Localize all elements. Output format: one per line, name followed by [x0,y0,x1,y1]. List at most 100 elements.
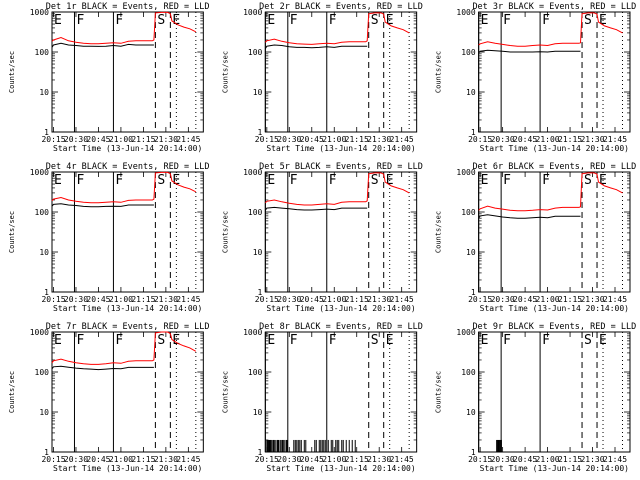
chart-panel: Det 7r BLACK = Events, RED = LLD 1 10 100 10… [8,322,210,473]
x-tick-label: 21:00 [109,455,133,464]
x-tick-label: 21:45 [176,135,200,144]
y-tick-label: 10 [466,408,476,417]
x-tick-label: 21:15 [558,455,582,464]
series-line-lld [51,171,197,204]
y-tick-label: 10 [466,248,476,257]
x-tick-label: 20:45 [86,135,110,144]
y-tick-label: 1000 [243,328,262,337]
y-tick-label: 100 [461,48,476,57]
y-tick-label: 100 [35,208,50,217]
x-axis-label: Start Time (13-Jun-14 20:14:00) [480,304,629,313]
marker-label: F [542,173,550,188]
x-tick-label: 21:00 [536,135,560,144]
marker-label: S [584,13,592,28]
series-line-events [478,214,581,219]
y-tick-label: 10 [253,248,263,257]
y-tick-label: 10 [39,88,49,97]
x-tick-label: 21:45 [176,295,200,304]
x-tick-label: 20:30 [491,135,515,144]
chart-panel: Det 8r BLACK = Events, RED = LLD 1 10 100 10… [221,322,423,473]
y-tick-label: 10 [253,88,263,97]
x-tick-label: 21:00 [536,295,560,304]
y-tick-label: 1 [471,288,476,297]
x-tick-label: 21:45 [390,455,414,464]
y-tick-label: 1000 [243,168,262,177]
marker-label: F [542,13,550,28]
marker-label: S [584,333,592,348]
marker-label: S [157,333,165,348]
marker-label: F [503,333,511,348]
x-tick-label: 20:30 [277,455,301,464]
x-tick-label: 21:30 [367,455,391,464]
x-tick-label: 20:30 [491,455,515,464]
marker-label: S [371,173,379,188]
x-tick-label: 21:00 [536,455,560,464]
x-tick-label: 21:15 [131,135,155,144]
y-tick-label: 10 [466,88,476,97]
chart-panel: Det 6r BLACK = Events, RED = LLD 1 10 100 10… [435,162,637,313]
marker-label: F [329,333,337,348]
series-line-events [51,42,154,48]
marker-label: F [115,13,123,28]
chart-title: Det 4r BLACK = Events, RED = LLD [46,162,210,172]
x-axis-label: Start Time (13-Jun-14 20:14:00) [266,304,415,313]
chart-panel: Det 4r BLACK = Events, RED = LLD 1 10 100 10… [8,162,210,313]
x-tick-label: 21:30 [580,455,604,464]
marker-label: S [371,333,379,348]
series-line-events [51,203,154,208]
y-tick-label: 100 [35,368,50,377]
y-tick-label: 10 [39,408,49,417]
chart-panel: Det 1r BLACK = Events, RED = LLD 1 10 100 10… [8,2,210,153]
x-axis-label: Start Time (13-Jun-14 20:14:00) [53,464,202,473]
x-axis-label: Start Time (13-Jun-14 20:14:00) [53,144,202,153]
x-tick-label: 20:45 [513,135,537,144]
y-tick-label: 1000 [30,168,49,177]
chart-title: Det 6r BLACK = Events, RED = LLD [472,162,636,172]
x-tick-label: 20:30 [491,295,515,304]
series-line-events [478,49,581,54]
y-tick-label: 10 [39,248,49,257]
x-tick-label: 21:00 [109,135,133,144]
x-tick-label: 20:30 [64,455,88,464]
x-tick-label: 21:30 [154,455,178,464]
marker-label: F [290,13,298,28]
chart-title: Det 1r BLACK = Events, RED = LLD [46,2,210,12]
x-tick-label: 21:15 [345,295,369,304]
series-line-lld [51,11,197,45]
chart-title: Det 3r BLACK = Events, RED = LLD [472,2,636,12]
y-tick-label: 1 [44,128,49,137]
x-tick-label: 20:15 [468,295,492,304]
y-axis-label: Counts/sec [221,371,229,413]
x-axis-label: Start Time (13-Jun-14 20:14:00) [480,144,629,153]
series-line-lld [478,172,623,212]
x-axis-label: Start Time (13-Jun-14 20:14:00) [53,304,202,313]
chart-title: Det 2r BLACK = Events, RED = LLD [259,2,423,12]
x-tick-label: 20:45 [86,295,110,304]
x-tick-label: 20:30 [277,135,301,144]
marker-label: F [329,13,337,28]
y-axis-label: Counts/sec [221,51,229,93]
marker-label: E [481,173,489,188]
x-tick-label: 20:45 [513,295,537,304]
x-tick-label: 21:00 [322,455,346,464]
x-tick-label: 21:15 [558,295,582,304]
series-line-lld [264,12,410,45]
marker-label: F [115,333,123,348]
x-tick-label: 20:30 [64,135,88,144]
x-tick-label: 20:45 [300,295,324,304]
x-tick-label: 21:15 [131,455,155,464]
x-tick-label: 20:15 [255,295,279,304]
chart-title: Det 8r BLACK = Events, RED = LLD [259,322,423,332]
series-line-events [264,44,368,50]
x-tick-label: 20:15 [468,135,492,144]
marker-label: F [290,333,298,348]
marker-label: E [267,333,275,348]
y-axis-label: Counts/sec [8,371,16,413]
x-tick-label: 21:30 [367,135,391,144]
x-tick-label: 21:30 [580,135,604,144]
series-line-lld [51,331,197,365]
series-line-events [51,365,154,371]
y-tick-label: 100 [461,368,476,377]
marker-label: E [267,173,275,188]
x-tick-label: 21:30 [367,295,391,304]
